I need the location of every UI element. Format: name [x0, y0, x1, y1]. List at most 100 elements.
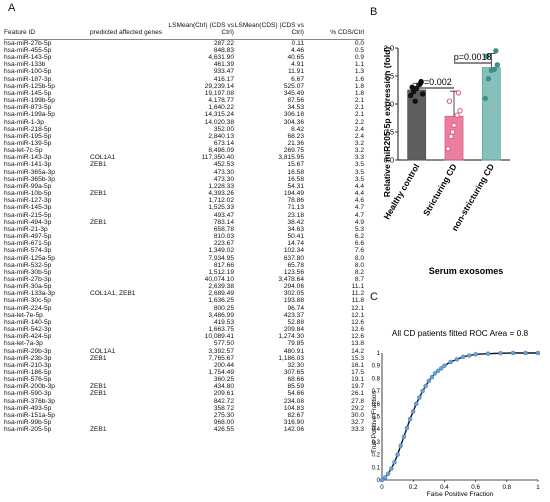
cell-pct: 3.3 — [354, 154, 364, 162]
c-roc-point — [467, 353, 472, 358]
cell-lsmean-ctrl: 10,089.41 — [204, 333, 234, 341]
table-row: hsa-let-7a-3p 577.50 79.85 13.8 — [4, 340, 364, 347]
cell-lsmean-ctrl: 200.44 — [213, 361, 234, 369]
cell-predicted-genes — [90, 255, 168, 262]
cell-predicted-genes: ZEB1 — [90, 383, 107, 391]
cell-lsmean-ctrl: 473.30 — [213, 175, 234, 183]
cell-pct: 6.6 — [354, 240, 364, 248]
cell-feature-id: hsa-miR-200b-3p — [4, 383, 55, 391]
c-roc-point — [460, 354, 466, 360]
table-row: hsa-miR-455-5p 848.83 4.46 0.5 — [4, 47, 364, 54]
b-y-tick-label: 0.0 — [384, 156, 394, 165]
c-roc-point — [442, 363, 447, 368]
cell-pct: 19.7 — [351, 383, 364, 391]
cell-feature-id: hsa-miR-99b-5p — [4, 419, 52, 427]
b-p-value-label: p=0.002 — [419, 77, 452, 87]
b-y-tick-label: 0.5 — [384, 128, 394, 137]
cell-pct: 12.1 — [351, 311, 364, 319]
cell-lsmean-cds: 209.84 — [283, 326, 304, 334]
cell-lsmean-ctrl: 848.83 — [213, 46, 234, 54]
cell-predicted-genes — [90, 76, 168, 83]
cell-lsmean-ctrl: 493.47 — [213, 211, 234, 219]
cell-predicted-genes — [90, 283, 168, 290]
cell-lsmean-ctrl: 2,689.49 — [208, 290, 234, 298]
cell-feature-id: hsa-miR-576-5p — [4, 376, 52, 384]
table-row: hsa-miR-27b-3p 40,074.10 3,478.64 8.7 — [4, 276, 364, 283]
cell-pct: 0.0 — [354, 39, 364, 47]
header-lsmean-cds: LSMean(CDS) (CDS vs Ctrl) — [234, 22, 304, 40]
cell-lsmean-cds: 1,274.30 — [278, 333, 304, 341]
b-data-point — [410, 88, 417, 95]
cell-pct: 3.5 — [354, 175, 364, 183]
cell-pct: 11.2 — [351, 290, 364, 298]
table-row: hsa-miR-873-5p 1,640.22 34.53 2.1 — [4, 104, 364, 111]
table-row: hsa-miR-365b-3p 473.30 16.58 3.5 — [4, 176, 364, 183]
cell-lsmean-cds: 423.37 — [283, 311, 304, 319]
cell-lsmean-ctrl: 426.55 — [213, 426, 234, 434]
cell-predicted-genes — [90, 47, 168, 54]
cell-lsmean-cds: 480.91 — [283, 347, 304, 355]
c-roc-point — [407, 416, 413, 422]
table-row: hsa-miR-99a-5p 1,228.33 54.31 4.4 — [4, 183, 364, 190]
cell-feature-id: hsa-miR-100-5p — [4, 68, 52, 76]
cell-pct: 4.4 — [354, 182, 364, 190]
cell-lsmean-ctrl: 14,020.38 — [204, 118, 234, 126]
b-data-point — [449, 129, 456, 135]
table-row: hsa-miR-143-3p COL1A1 117,350.40 3,815.95 3.… — [4, 154, 364, 161]
b-data-point — [412, 98, 418, 104]
cell-predicted-genes — [90, 405, 168, 412]
cell-lsmean-cds: 104.83 — [283, 404, 304, 412]
cell-pct: 17.5 — [351, 369, 364, 376]
cell-predicted-genes — [90, 197, 168, 204]
cell-feature-id: hsa-miR-151a-5p — [4, 411, 55, 419]
table-row: hsa-miR-10b-5p ZEB1 4,393.26 194.49 4.4 — [4, 190, 364, 197]
cell-pct: 8.7 — [354, 275, 364, 283]
cell-lsmean-ctrl: 461.39 — [213, 61, 234, 69]
cell-lsmean-ctrl: 2,639.38 — [208, 283, 234, 291]
cell-predicted-genes — [90, 297, 168, 304]
c-roc-point — [417, 395, 422, 400]
b-data-point — [409, 84, 415, 90]
table-row: hsa-miR-376b-3p 842.72 234.08 27.8 — [4, 398, 364, 405]
cell-feature-id: hsa-miR-30b-5p — [4, 268, 52, 276]
table-row: hsa-miR-493-5p 358.72 104.83 29.2 — [4, 405, 364, 412]
cell-predicted-genes: ZEB1 — [90, 354, 107, 362]
cell-lsmean-cds: 11.91 — [287, 68, 304, 76]
cell-pct: 4.6 — [354, 197, 364, 205]
c-y-tick-label: 0.3 — [372, 440, 381, 446]
cell-feature-id: hsa-miR-224-5p — [4, 304, 52, 312]
cell-predicted-genes — [90, 176, 168, 183]
cell-lsmean-ctrl: 3,486.99 — [208, 311, 234, 319]
cell-lsmean-cds: 96.74 — [287, 304, 304, 312]
cell-lsmean-ctrl: 416.17 — [213, 75, 234, 83]
cell-pct: 5.3 — [354, 225, 364, 233]
cell-pct: 4.4 — [354, 190, 364, 198]
cell-predicted-genes — [90, 419, 168, 426]
cell-pct: 30.0 — [351, 411, 364, 419]
cell-lsmean-ctrl: 14,315.24 — [204, 111, 234, 119]
cell-pct: 3.5 — [354, 168, 364, 176]
cell-lsmean-ctrl: 1,712.02 — [208, 197, 234, 205]
cell-predicted-genes — [90, 111, 168, 118]
table-row: hsa-miR-494-3p ZEB1 783.14 38.42 4.9 — [4, 219, 364, 226]
cell-lsmean-cds: 6.67 — [291, 75, 304, 83]
cell-lsmean-cds: 21.36 — [287, 140, 304, 147]
cell-feature-id: hsa-miR-29b-3p — [4, 347, 52, 355]
c-roc-point — [429, 374, 435, 380]
cell-predicted-genes — [90, 376, 168, 383]
cell-lsmean-cds: 16.58 — [287, 175, 304, 183]
cell-lsmean-ctrl: 117,350.40 — [201, 154, 234, 162]
cell-lsmean-cds: 102.34 — [283, 247, 304, 255]
c-roc-point — [398, 443, 403, 448]
c-roc-point — [454, 357, 460, 362]
c-x-tick-label: 0 — [380, 484, 384, 491]
cell-feature-id: hsa-miR-30a-5p — [4, 283, 52, 291]
b-data-point — [457, 108, 463, 114]
c-roc-line — [381, 352, 538, 481]
cell-feature-id: hsa-miR-133b — [4, 61, 46, 69]
cell-lsmean-ctrl: 1,349.02 — [208, 247, 234, 255]
cell-predicted-genes — [90, 247, 168, 254]
c-x-tick-label: 0.2 — [409, 484, 418, 491]
cell-predicted-genes — [90, 147, 168, 154]
cell-lsmean-ctrl: 933.47 — [213, 68, 234, 76]
